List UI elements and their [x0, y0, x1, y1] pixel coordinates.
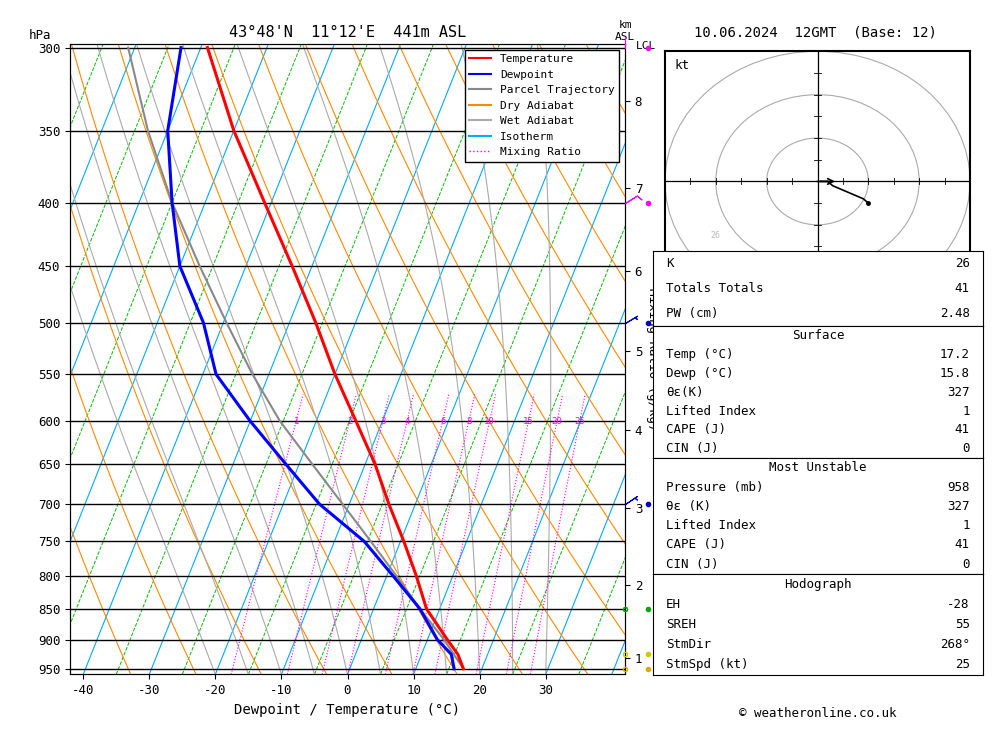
Text: 327: 327	[947, 386, 970, 399]
Text: 268°: 268°	[940, 638, 970, 651]
Text: 2.48: 2.48	[940, 307, 970, 320]
Text: Lifted Index: Lifted Index	[666, 519, 756, 532]
Text: 41: 41	[955, 539, 970, 551]
Text: 25: 25	[955, 658, 970, 671]
Text: 15: 15	[523, 416, 534, 426]
Text: © weatheronline.co.uk: © weatheronline.co.uk	[739, 707, 897, 720]
Text: Lifted Index: Lifted Index	[666, 405, 756, 418]
Text: 0: 0	[962, 442, 970, 455]
Title: 43°48'N  11°12'E  441m ASL: 43°48'N 11°12'E 441m ASL	[229, 25, 466, 40]
Text: SREH: SREH	[666, 618, 696, 631]
Text: 41: 41	[955, 282, 970, 295]
Text: 41: 41	[955, 424, 970, 436]
Text: km
ASL: km ASL	[615, 21, 635, 42]
Text: 10.06.2024  12GMT  (Base: 12): 10.06.2024 12GMT (Base: 12)	[694, 26, 936, 40]
Text: 17.2: 17.2	[940, 348, 970, 361]
X-axis label: Dewpoint / Temperature (°C): Dewpoint / Temperature (°C)	[234, 703, 461, 717]
Text: Totals Totals: Totals Totals	[666, 282, 764, 295]
Text: CAPE (J): CAPE (J)	[666, 424, 726, 436]
Text: CAPE (J): CAPE (J)	[666, 539, 726, 551]
Text: 15.8: 15.8	[940, 366, 970, 380]
Text: 4: 4	[404, 416, 410, 426]
Text: 2: 2	[347, 416, 352, 426]
Text: Dewp (°C): Dewp (°C)	[666, 366, 734, 380]
Text: 55: 55	[955, 618, 970, 631]
Text: Most Unstable: Most Unstable	[769, 461, 867, 474]
Text: StmSpd (kt): StmSpd (kt)	[666, 658, 749, 671]
Text: 3: 3	[380, 416, 385, 426]
Text: 0: 0	[962, 558, 970, 571]
Text: 26: 26	[955, 257, 970, 270]
Text: 25: 25	[574, 416, 585, 426]
Y-axis label: Mixing Ratio (g/kg): Mixing Ratio (g/kg)	[646, 288, 659, 430]
Text: 958: 958	[947, 481, 970, 493]
Text: 28: 28	[731, 257, 741, 266]
Text: hPa: hPa	[28, 29, 51, 42]
Text: LCL: LCL	[636, 41, 656, 51]
Text: 30: 30	[752, 279, 762, 287]
Text: K: K	[666, 257, 674, 270]
Text: 8: 8	[466, 416, 471, 426]
Text: StmDir: StmDir	[666, 638, 711, 651]
Text: 1: 1	[293, 416, 299, 426]
Text: 10: 10	[484, 416, 495, 426]
Legend: Temperature, Dewpoint, Parcel Trajectory, Dry Adiabat, Wet Adiabat, Isotherm, Mi: Temperature, Dewpoint, Parcel Trajectory…	[465, 50, 619, 162]
Text: 1: 1	[962, 519, 970, 532]
Text: θε (K): θε (K)	[666, 500, 711, 513]
Text: CIN (J): CIN (J)	[666, 558, 719, 571]
Text: -28: -28	[947, 598, 970, 611]
Text: PW (cm): PW (cm)	[666, 307, 719, 320]
Text: Hodograph: Hodograph	[784, 578, 852, 591]
Text: θε(K): θε(K)	[666, 386, 704, 399]
Text: 20: 20	[552, 416, 562, 426]
Text: Temp (°C): Temp (°C)	[666, 348, 734, 361]
Text: kt: kt	[674, 59, 689, 72]
Text: Surface: Surface	[792, 329, 844, 342]
Text: 1: 1	[962, 405, 970, 418]
Text: 6: 6	[440, 416, 445, 426]
Text: EH: EH	[666, 598, 681, 611]
Text: 26: 26	[711, 231, 721, 240]
Text: Pressure (mb): Pressure (mb)	[666, 481, 764, 493]
Text: CIN (J): CIN (J)	[666, 442, 719, 455]
Text: 327: 327	[947, 500, 970, 513]
